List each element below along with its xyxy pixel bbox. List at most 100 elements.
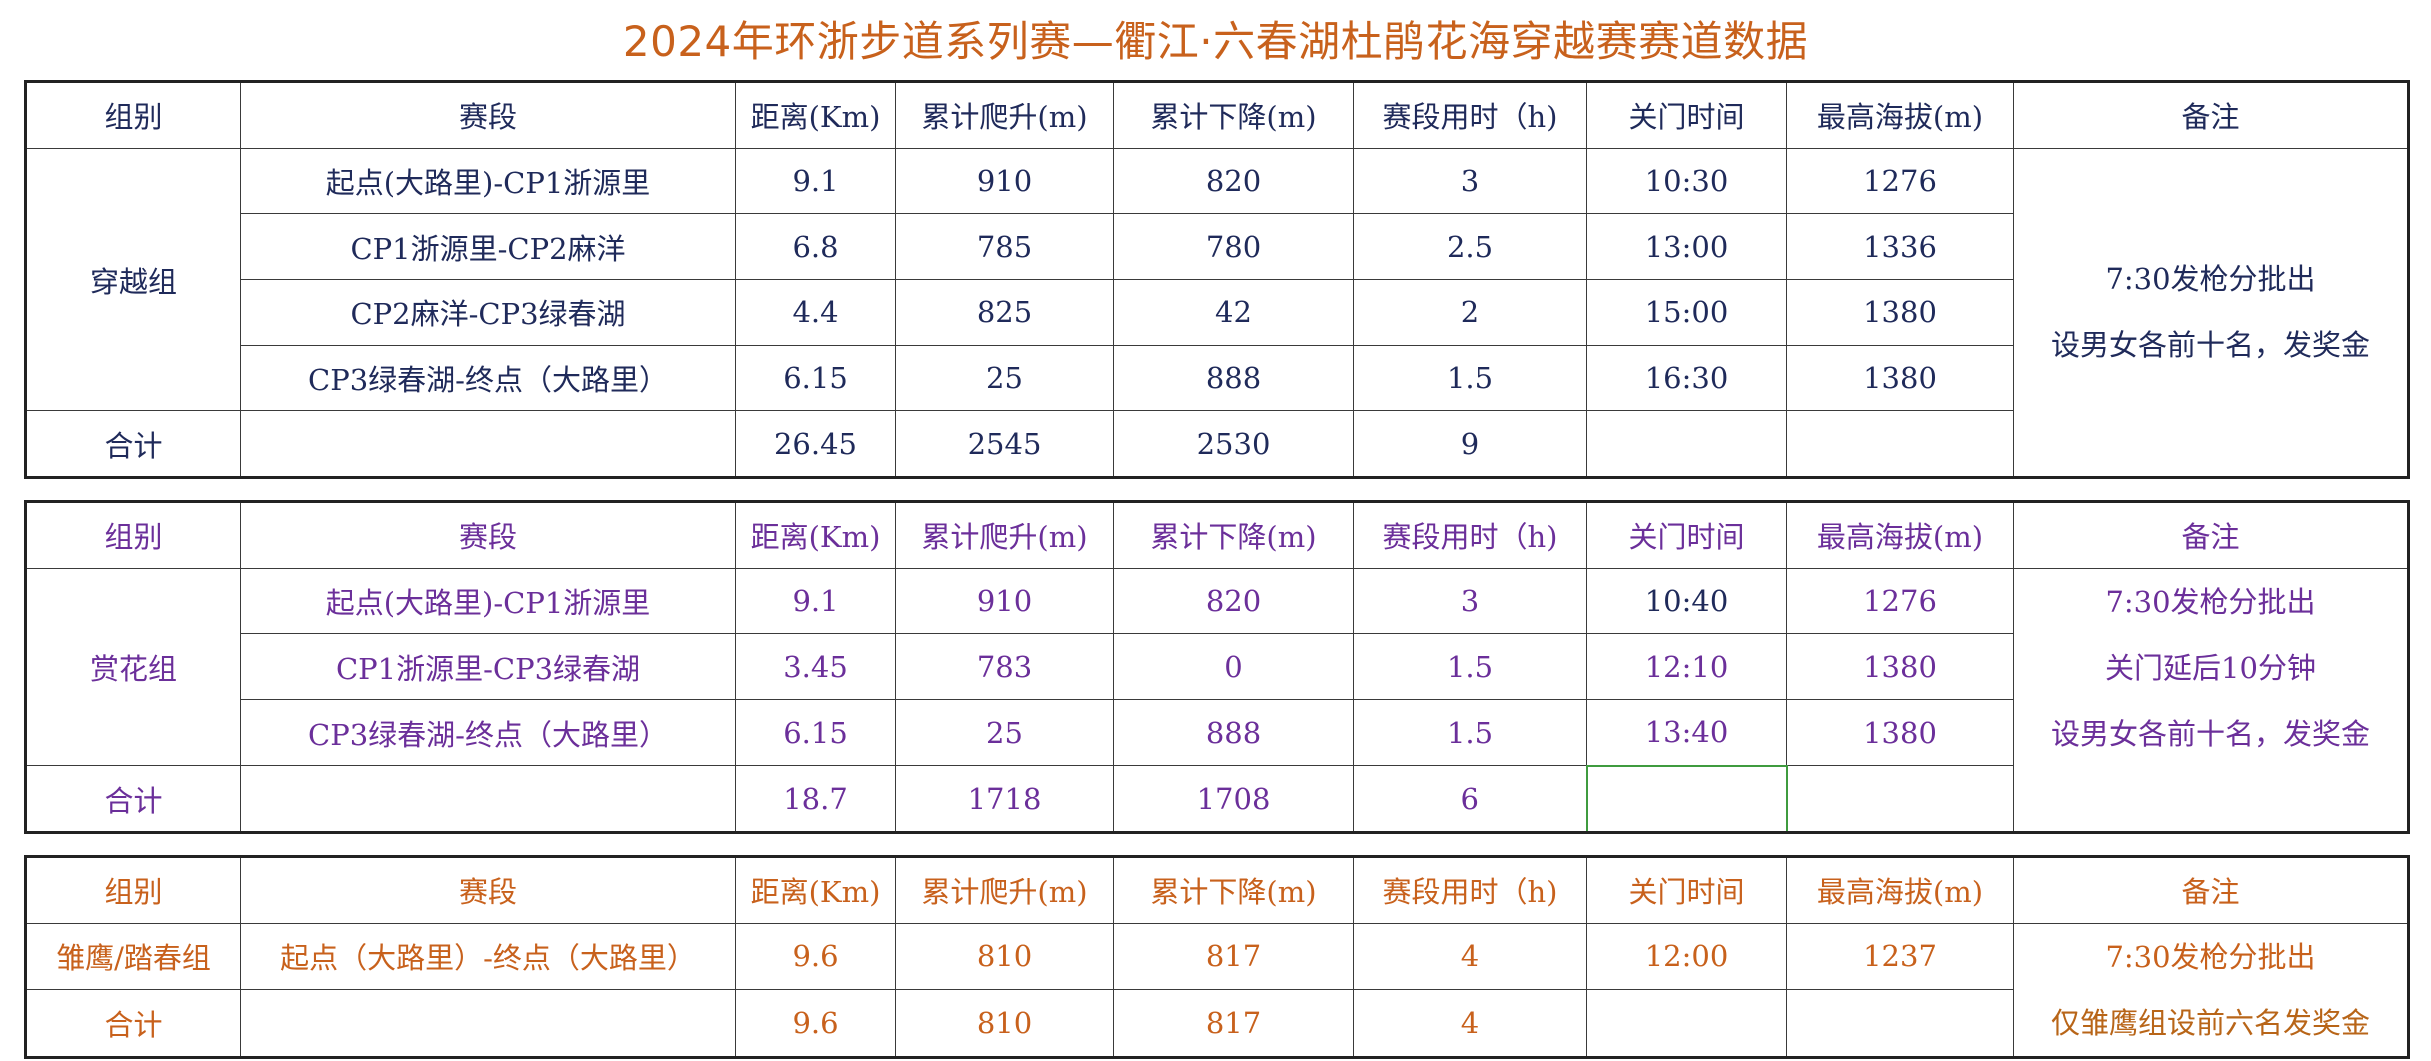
- header-descent: 累计下降(m): [1113, 81, 1354, 149]
- header-altitude: 最高海拔(m): [1786, 501, 2014, 569]
- header-altitude: 最高海拔(m): [1786, 856, 2014, 924]
- header-descent: 累计下降(m): [1113, 501, 1354, 569]
- total-label: 合计: [25, 765, 241, 834]
- total-altitude-empty: [1786, 765, 2014, 834]
- hours-cell: 2.5: [1353, 213, 1587, 281]
- distance-cell: 9.6: [735, 922, 896, 991]
- altitude-cell: 1237: [1786, 922, 2014, 991]
- header-distance: 距离(Km): [735, 856, 896, 924]
- altitude-cell: 1380: [1786, 279, 2014, 346]
- descent-cell: 820: [1113, 147, 1354, 215]
- descent-cell: 888: [1113, 344, 1354, 412]
- total-row: 合计 9.6 810 817 4: [25, 989, 2409, 1058]
- header-segment: 赛段: [240, 501, 736, 569]
- table-row: CP3绿春湖-终点（大路里） 6.15 25 888 1.5 16:30 138…: [26, 344, 2409, 412]
- close-time-cell: 12:00: [1586, 922, 1787, 991]
- header-distance: 距离(Km): [735, 81, 896, 149]
- group-name: 雏鹰/踏春组: [25, 922, 241, 991]
- header-close-time: 关门时间: [1586, 81, 1787, 149]
- header-hours: 赛段用时（h): [1353, 81, 1587, 149]
- hours-cell: 1.5: [1353, 344, 1587, 412]
- segment-cell: 起点（大路里）-终点（大路里）: [240, 922, 736, 991]
- table-row: 穿越组 起点(大路里)-CP1浙源里 9.1 910 820 3 10:30 1…: [25, 147, 2409, 479]
- total-close-empty: [1586, 989, 1787, 1058]
- page-title: 2024年环浙步道系列赛—衢江·六春湖杜鹃花海穿越赛赛道数据: [622, 16, 1809, 66]
- segment-cell: CP3绿春湖-终点（大路里）: [240, 344, 736, 412]
- distance-cell: 6.8: [735, 213, 896, 281]
- header-climb: 累计爬升(m): [895, 501, 1114, 569]
- close-time-cell: 15:00: [1586, 279, 1787, 346]
- distance-cell: 6.15: [735, 344, 896, 412]
- table-junior-group: 组别 赛段 距离(Km) 累计爬升(m) 累计下降(m) 赛段用时（h) 关门时…: [24, 855, 2410, 1059]
- segment-cell: CP1浙源里-CP3绿春湖: [240, 633, 736, 701]
- total-descent: 817: [1113, 989, 1354, 1058]
- close-time-cell: 10:40: [1586, 567, 1787, 635]
- descent-cell: 780: [1113, 213, 1354, 281]
- altitude-cell: 1276: [1786, 147, 2014, 215]
- altitude-cell: 1276: [1786, 567, 2014, 635]
- header-hours: 赛段用时（h): [1353, 501, 1587, 569]
- header-row: 组别 赛段 距离(Km) 累计爬升(m) 累计下降(m) 赛段用时（h) 关门时…: [25, 81, 2409, 149]
- note-line: 设男女各前十名，发奖金: [2050, 328, 2370, 363]
- total-hours: 9: [1353, 410, 1587, 479]
- header-descent: 累计下降(m): [1113, 856, 1354, 924]
- table-row: 赏花组 起点(大路里)-CP1浙源里 9.1 910 820 3 10:40 1…: [25, 567, 2409, 834]
- header-row: 组别 赛段 距离(Km) 累计爬升(m) 累计下降(m) 赛段用时（h) 关门时…: [25, 856, 2409, 924]
- close-time-cell: 16:30: [1586, 344, 1787, 412]
- close-time-cell: 10:30: [1586, 147, 1787, 215]
- total-descent: 2530: [1113, 410, 1354, 479]
- distance-cell: 4.4: [735, 279, 896, 346]
- altitude-cell: 1380: [1786, 633, 2014, 701]
- table-row: CP1浙源里-CP3绿春湖 3.45 783 0 1.5 12:10 1380: [26, 633, 2409, 701]
- segment-cell: 起点(大路里)-CP1浙源里: [240, 567, 736, 635]
- table-crossing-group: 组别 赛段 距离(Km) 累计爬升(m) 累计下降(m) 赛段用时（h) 关门时…: [24, 80, 2410, 480]
- segment-cell: CP1浙源里-CP2麻洋: [240, 213, 736, 281]
- table-row: CP3绿春湖-终点（大路里） 6.15 25 888 1.5 13:40 138…: [26, 699, 2409, 767]
- total-row: 合计 26.45 2545 2530 9: [25, 410, 2409, 479]
- note-line: 7:30发枪分批出: [2105, 584, 2316, 619]
- note-line: 设男女各前十名，发奖金: [2050, 716, 2370, 751]
- header-close-time: 关门时间: [1586, 856, 1787, 924]
- header-close-time: 关门时间: [1586, 501, 1787, 569]
- header-group: 组别: [25, 856, 241, 924]
- header-row: 组别 赛段 距离(Km) 累计爬升(m) 累计下降(m) 赛段用时（h) 关门时…: [25, 501, 2409, 569]
- distance-cell: 9.1: [735, 147, 896, 215]
- header-group: 组别: [25, 501, 241, 569]
- note-line: 仅雏鹰组设前六名发奖金: [2050, 1005, 2370, 1040]
- climb-cell: 783: [895, 633, 1114, 701]
- segment-cell: CP3绿春湖-终点（大路里）: [240, 699, 736, 767]
- total-climb: 2545: [895, 410, 1114, 479]
- segment-cell: CP2麻洋-CP3绿春湖: [240, 279, 736, 346]
- descent-cell: 888: [1113, 699, 1354, 767]
- segment-cell: 起点(大路里)-CP1浙源里: [240, 147, 736, 215]
- hours-cell: 2: [1353, 279, 1587, 346]
- total-close-empty: [1586, 410, 1787, 479]
- header-notes: 备注: [2013, 856, 2409, 924]
- header-notes: 备注: [2013, 501, 2409, 569]
- total-row: 合计 18.7 1718 1708 6: [25, 764, 2409, 834]
- hours-cell: 1.5: [1353, 633, 1587, 701]
- group-name: 赏花组: [25, 567, 241, 767]
- group-name: 穿越组: [25, 147, 241, 412]
- notes-cell: 7:30发枪分批出 关门延后10分钟 设男女各前十名，发奖金: [2013, 567, 2409, 834]
- table-row: 雏鹰/踏春组 起点（大路里）-终点（大路里） 9.6 810 817 4 12:…: [25, 922, 2409, 1058]
- total-altitude-empty: [1786, 989, 2014, 1058]
- header-segment: 赛段: [240, 81, 736, 149]
- total-segment-empty: [240, 989, 736, 1058]
- descent-cell: 817: [1113, 922, 1354, 991]
- notes-cell: 7:30发枪分批出 设男女各前十名，发奖金: [2013, 147, 2409, 479]
- descent-cell: 42: [1113, 279, 1354, 346]
- note-line: 7:30发枪分批出: [2105, 262, 2316, 297]
- hours-cell: 3: [1353, 147, 1587, 215]
- selected-cell[interactable]: [1585, 764, 1788, 834]
- header-hours: 赛段用时（h): [1353, 856, 1587, 924]
- climb-cell: 25: [895, 699, 1114, 767]
- close-time-cell: 13:00: [1586, 213, 1787, 281]
- altitude-cell: 1380: [1786, 344, 2014, 412]
- hours-cell: 4: [1353, 922, 1587, 991]
- close-time-cell: 12:10: [1586, 633, 1787, 701]
- distance-cell: 9.1: [735, 567, 896, 635]
- header-climb: 累计爬升(m): [895, 81, 1114, 149]
- total-altitude-empty: [1786, 410, 2014, 479]
- climb-cell: 910: [895, 147, 1114, 215]
